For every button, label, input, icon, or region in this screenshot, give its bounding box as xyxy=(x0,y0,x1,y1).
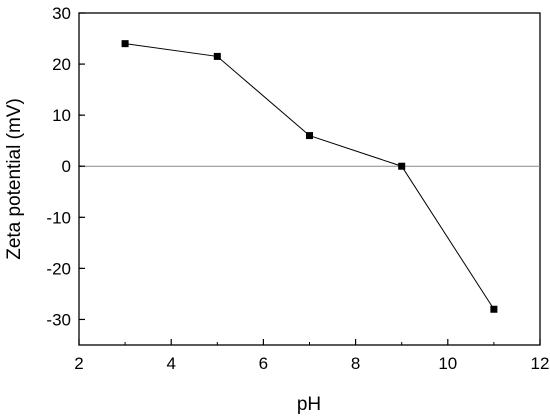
x-tick-label: 6 xyxy=(259,354,268,373)
data-point xyxy=(306,132,313,140)
y-tick-label: -30 xyxy=(46,310,71,329)
y-tick-label: 10 xyxy=(52,106,71,125)
plot-frame xyxy=(78,12,541,346)
y-ticks: 30 20 10 0 -10 -20 -30 xyxy=(46,4,85,329)
data-point xyxy=(490,305,498,313)
x-tick-label: 10 xyxy=(438,354,457,373)
series-markers xyxy=(121,40,498,313)
x-ticks: 2 4 6 8 10 12 xyxy=(74,339,549,373)
x-tick-label: 2 xyxy=(74,354,83,373)
x-tick-label: 12 xyxy=(531,354,550,373)
x-axis-title: pH xyxy=(297,394,321,415)
data-point xyxy=(121,40,129,48)
y-tick-label: -20 xyxy=(46,259,71,278)
y-tick-label: -10 xyxy=(46,208,71,227)
y-tick-label: 0 xyxy=(62,157,71,176)
data-point xyxy=(398,162,406,170)
y-axis-title: Zeta potential (mV) xyxy=(4,98,25,260)
data-point xyxy=(213,52,221,60)
y-tick-label: 20 xyxy=(52,55,71,74)
x-tick-label: 8 xyxy=(351,354,360,373)
x-tick-label: 4 xyxy=(166,354,175,373)
series-line xyxy=(125,43,495,310)
y-tick-label: 30 xyxy=(52,4,71,23)
